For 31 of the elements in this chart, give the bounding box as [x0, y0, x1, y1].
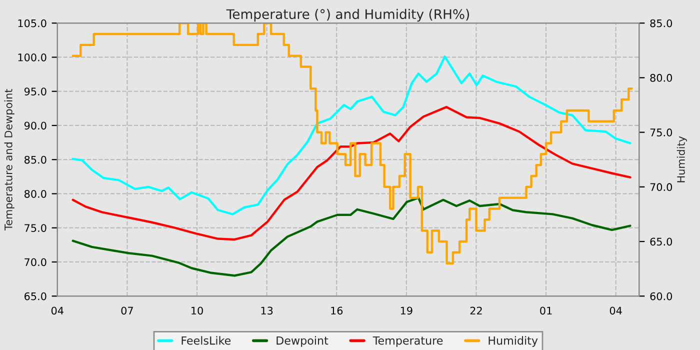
y2-tick-label: 65.0	[650, 238, 672, 246]
x-tick-label: 04	[610, 306, 622, 315]
y-tick-label: 70.0	[24, 258, 46, 266]
y-tick-label: 85.0	[24, 156, 46, 164]
x-tick-label: 13	[261, 306, 273, 315]
y-tick-label: 100.0	[18, 53, 46, 62]
y-tick-label: 95.0	[24, 88, 46, 96]
y-tick-label: 80.0	[24, 190, 46, 198]
legend-label: Humidity	[488, 336, 538, 347]
x-tick-label: 04	[51, 306, 64, 315]
y2-tick-label: 60.0	[650, 292, 672, 300]
y-tick-label: 90.0	[24, 122, 46, 130]
y2-axis-title: Humidity	[676, 136, 687, 182]
y-tick-label: 65.0	[24, 292, 46, 300]
x-tick-label: 19	[400, 306, 412, 315]
y2-tick-label: 75.0	[650, 128, 672, 136]
y2-tick-label: 70.0	[650, 183, 672, 192]
x-tick-label: 22	[470, 306, 482, 314]
x-tick-label: 16	[331, 306, 343, 315]
y-axis-title: Temperature and Dewpoint	[4, 88, 14, 230]
legend-label: Temperature	[372, 336, 443, 347]
x-tick-label: 10	[192, 306, 203, 315]
x-tick-label: 01	[540, 306, 552, 315]
legend-label: FeelsLike	[182, 336, 231, 345]
y2-tick-label: 85.0	[650, 19, 672, 28]
y-tick-label: 105.0	[18, 19, 46, 28]
chart-title: Temperature (°) and Humidity (RH%)	[226, 8, 470, 22]
legend-label: Dewpoint	[276, 336, 328, 347]
y2-tick-label: 80.0	[650, 74, 672, 82]
x-tick-label: 07	[121, 306, 133, 315]
y-tick-label: 75.0	[24, 224, 46, 232]
